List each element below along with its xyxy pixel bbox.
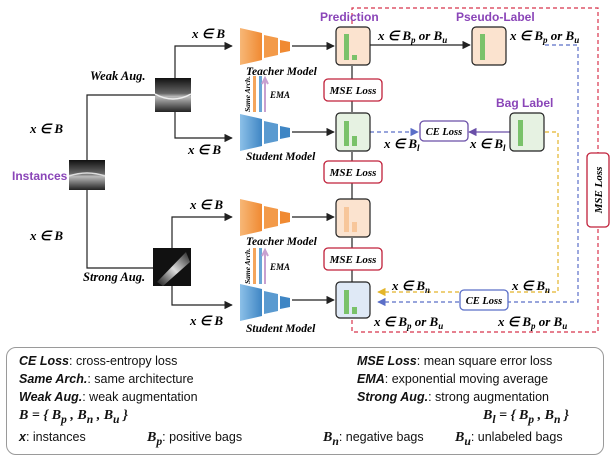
student-model-1 bbox=[240, 114, 290, 151]
prediction-box-student-1 bbox=[335, 112, 371, 152]
x-in-B-student-2: x ∈ B bbox=[189, 313, 223, 328]
mse-loss-vertical-text: MSE Loss bbox=[593, 167, 605, 215]
legend-strong-aug: Strong Aug.: strong augmentation bbox=[357, 390, 549, 404]
pseudo-label-label: Pseudo-Label bbox=[456, 10, 535, 24]
x-in-B-strong-branch: x ∈ B bbox=[29, 228, 63, 243]
strong-aug-label: Strong Aug. bbox=[83, 270, 145, 284]
x-in-Bl-left: x ∈ Bl bbox=[383, 136, 420, 153]
same-arch-label-2: Same Arch. bbox=[243, 248, 252, 284]
ce-loss-1-text: CE Loss bbox=[426, 127, 462, 138]
weak-aug-label: Weak Aug. bbox=[90, 69, 146, 83]
x-in-Bl-right: x ∈ Bl bbox=[469, 136, 506, 153]
ema-label-1: EMA bbox=[269, 90, 290, 100]
x-in-B-teacher-1: x ∈ B bbox=[191, 26, 225, 41]
instances-label: Instances bbox=[12, 169, 68, 183]
weak-aug-image-retina bbox=[154, 93, 192, 100]
bag-label-box bbox=[509, 112, 545, 152]
ce-loss-box-1: CE Loss bbox=[419, 120, 469, 142]
x-in-Bp-or-Bu-top: x ∈ Bp or Bu bbox=[377, 28, 447, 45]
mse-loss-box-vertical: MSE Loss bbox=[586, 152, 610, 228]
dashed-blue-lines bbox=[370, 44, 579, 307]
same-arch-ema-1 bbox=[253, 75, 269, 112]
strong-aug-image-retina bbox=[157, 252, 190, 286]
prediction-box-student-2 bbox=[335, 281, 371, 319]
student-model-2 bbox=[240, 284, 290, 321]
ema-label-2: EMA bbox=[269, 262, 290, 272]
x-in-Bn-left: x ∈ Bn bbox=[391, 278, 430, 295]
student-model-2-label: Student Model bbox=[246, 323, 316, 335]
ce-loss-2-text: CE Loss bbox=[466, 296, 502, 307]
pseudo-label-box bbox=[471, 26, 507, 66]
legend-Bn: Bn: negative bags bbox=[323, 430, 424, 448]
teacher-model-1 bbox=[240, 28, 290, 65]
x-in-B-weak-branch: x ∈ B bbox=[29, 121, 63, 136]
connector-lines bbox=[86, 40, 510, 310]
legend-ce: CE Loss: cross-entropy loss bbox=[19, 354, 178, 368]
teacher-model-1-label: Teacher Model bbox=[246, 66, 318, 78]
prediction-box-teacher-2 bbox=[335, 198, 371, 238]
prediction-box-teacher-1 bbox=[335, 26, 371, 66]
legend-box: CE Loss: cross-entropy loss MSE Loss: me… bbox=[6, 347, 604, 455]
legend-Bl-def: Bl = { Bp , Bn } bbox=[483, 408, 569, 426]
same-arch-label-1: Same Arch. bbox=[243, 76, 252, 112]
legend-same-arch: Same Arch.: same architecture bbox=[19, 372, 194, 386]
x-in-B-student-1: x ∈ B bbox=[187, 142, 221, 157]
legend-weak-aug: Weak Aug.: weak augmentation bbox=[19, 390, 198, 404]
prediction-label: Prediction bbox=[320, 10, 379, 24]
bag-label-label: Bag Label bbox=[496, 96, 553, 110]
x-in-Bp-or-Bu-bottom-left: x ∈ Bp or Bu bbox=[373, 314, 443, 331]
mse-loss-1-text: MSE Loss bbox=[329, 85, 377, 97]
x-in-Bp-or-Bu-bottom-right: x ∈ Bp or Bu bbox=[497, 314, 567, 331]
mse-loss-2-text: MSE Loss bbox=[329, 167, 377, 179]
instances-image-retina bbox=[68, 172, 106, 177]
x-in-Bn-right: x ∈ Bn bbox=[511, 278, 550, 295]
x-in-Bp-or-Bu-top-right: x ∈ Bp or Bu bbox=[509, 28, 579, 45]
legend-Bu: Bu: unlabeled bags bbox=[455, 430, 563, 448]
teacher-model-2-label: Teacher Model bbox=[246, 236, 318, 248]
legend-x: x: instances bbox=[19, 430, 86, 444]
teacher-model-2 bbox=[240, 199, 290, 236]
legend-B-def: B = { Bp , Bn , Bu } bbox=[19, 408, 128, 426]
ce-loss-box-2: CE Loss bbox=[459, 289, 509, 311]
legend-mse: MSE Loss: mean square error loss bbox=[357, 354, 553, 368]
mse-loss-3-text: MSE Loss bbox=[329, 254, 377, 266]
legend-ema: EMA: exponential moving average bbox=[357, 372, 549, 386]
same-arch-ema-2 bbox=[253, 247, 269, 284]
legend-Bp: Bp: positive bags bbox=[147, 430, 243, 448]
mse-loss-box-3: MSE Loss bbox=[323, 247, 383, 271]
mse-loss-box-2: MSE Loss bbox=[323, 160, 383, 184]
mse-loss-box-1: MSE Loss bbox=[323, 78, 383, 102]
student-model-1-label: Student Model bbox=[246, 151, 316, 163]
dashed-yellow-line bbox=[377, 131, 559, 297]
x-in-B-teacher-2: x ∈ B bbox=[189, 197, 223, 212]
weak-aug-image bbox=[155, 78, 191, 112]
